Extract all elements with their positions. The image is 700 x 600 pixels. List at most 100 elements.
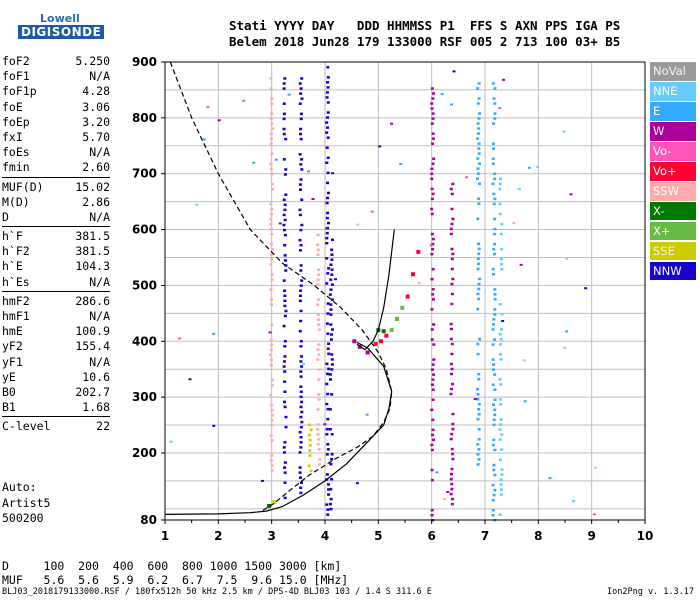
echo-point (450, 352, 454, 356)
echo-point (311, 198, 315, 201)
echo-point (477, 127, 481, 130)
param-name: h`E (2, 259, 23, 274)
echo-point (269, 77, 273, 80)
echo-point (299, 289, 303, 292)
echo-point (477, 197, 481, 200)
echo-point (317, 273, 321, 276)
param-divider (2, 416, 110, 418)
echo-point (491, 358, 495, 361)
echo-point (327, 267, 331, 270)
echo-point (299, 87, 303, 90)
echo-point (492, 438, 496, 442)
echo-point (430, 308, 434, 311)
echo-point (499, 383, 503, 386)
echo-point (430, 232, 434, 236)
echo-point (298, 329, 302, 333)
echo-point (330, 268, 334, 271)
echo-point (329, 323, 333, 326)
echo-point (325, 473, 329, 476)
echo-point (283, 77, 287, 80)
param-row: foF1p 4.28 (2, 84, 110, 99)
echo-point (491, 142, 495, 145)
echo-point (432, 358, 436, 361)
echo-point (536, 166, 540, 169)
echo-point (390, 122, 394, 125)
echo-point (283, 299, 287, 303)
echo-point (284, 137, 288, 141)
param-value: 155.4 (75, 339, 110, 354)
echo-point (325, 146, 329, 149)
legend-item-noval: NoVal (650, 62, 696, 81)
echo-point (451, 182, 455, 186)
echo-point (283, 340, 287, 343)
trace-point (365, 350, 370, 355)
echo-point (283, 203, 287, 207)
echo-point (169, 440, 173, 443)
echo-point (493, 112, 497, 115)
echo-point (431, 388, 435, 391)
y-tick-label: 900 (132, 55, 157, 69)
echo-point (270, 182, 274, 186)
echo-point (317, 398, 321, 401)
echo-point (493, 117, 497, 120)
param-name: h`Es (2, 274, 30, 289)
echo-point (491, 162, 495, 166)
echo-point (432, 92, 436, 95)
echo-point (500, 433, 504, 436)
echo-point (317, 378, 321, 381)
echo-point (326, 76, 330, 79)
param-value: N/A (89, 274, 110, 289)
echo-point (282, 324, 286, 328)
echo-point (431, 418, 435, 422)
echo-point (298, 471, 302, 474)
echo-point (329, 502, 333, 506)
echo-point (449, 372, 453, 376)
echo-point (492, 423, 496, 427)
echo-point (476, 87, 480, 90)
echo-point (430, 383, 434, 386)
param-name: yF1 (2, 354, 23, 369)
echo-point (330, 393, 334, 396)
echo-point (326, 347, 330, 351)
echo-point (493, 102, 497, 105)
param-name: h`F (2, 229, 23, 244)
param-name: hmF1 (2, 309, 30, 323)
echo-point (316, 423, 320, 426)
param-value: 2.86 (82, 194, 110, 209)
x-tick-label: 9 (587, 529, 595, 543)
echo-point (450, 292, 454, 296)
echo-point (330, 358, 334, 361)
echo-point (449, 387, 453, 391)
echo-point (478, 337, 482, 341)
echo-point (282, 112, 286, 116)
echo-point (283, 400, 287, 404)
echo-point (477, 448, 481, 451)
echo-point (430, 408, 434, 412)
echo-point (500, 448, 504, 451)
echo-point (449, 322, 453, 326)
param-row: h`Es N/A (2, 275, 110, 290)
echo-point (449, 492, 453, 496)
echo-point (431, 398, 435, 402)
muf-distance-row: D 100 200 400 600 800 1000 1500 3000 [km… (2, 559, 342, 573)
echo-point (307, 464, 311, 468)
echo-point (326, 483, 330, 486)
echo-point (270, 152, 274, 156)
echo-point (477, 428, 481, 431)
file-footer: BLJ03_2018179133000.RSF / 180fx512h 50 k… (2, 587, 432, 597)
echo-point (270, 464, 274, 467)
y-tick-label: 600 (132, 223, 157, 237)
echo-point (477, 297, 481, 301)
info-line3: 500200 (2, 511, 44, 525)
echo-point (283, 345, 287, 348)
echo-point (451, 422, 455, 426)
echo-point (431, 267, 435, 271)
param-divider (2, 176, 110, 178)
echo-point (317, 323, 321, 326)
echo-point (451, 277, 455, 281)
param-row: MUF(D) 15.02 (2, 180, 110, 195)
echo-point (283, 228, 287, 232)
echo-point (500, 473, 504, 476)
echo-point (325, 231, 329, 235)
echo-point (452, 70, 456, 73)
